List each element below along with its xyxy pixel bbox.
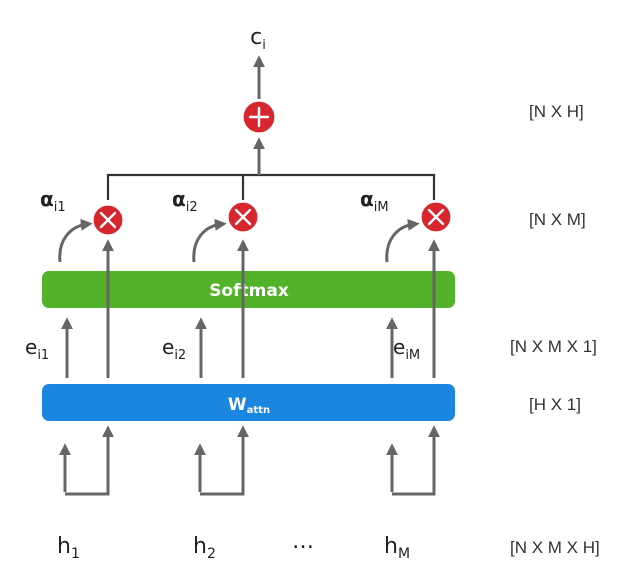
energy-label-1: ei1 (25, 335, 49, 363)
combine-wires (106, 55, 436, 200)
plus-node (242, 100, 276, 134)
input-label-M: hM (384, 534, 410, 562)
dim-label-wattn: [H X 1] (529, 395, 581, 414)
energy-label-2: ei2 (162, 335, 186, 363)
energy-label-M: eiM (393, 335, 420, 363)
input-arrows-col2 (192, 218, 249, 496)
multiply-node-M (420, 201, 452, 233)
softmax-box: Softmax (42, 271, 455, 308)
wattn-box: Wattn (42, 384, 455, 421)
multiply-node-2 (227, 201, 259, 233)
alpha-label-1: αi1 (40, 187, 66, 215)
input-label-1: h1 (57, 534, 80, 562)
multiply-node-1 (92, 204, 124, 236)
wattn-label: Wattn (228, 395, 270, 416)
alpha-label-M: αiM (360, 187, 389, 215)
alpha-label-2: αi2 (172, 187, 198, 215)
output-label: ci (250, 25, 266, 53)
input-label-2: h2 (193, 534, 216, 562)
softmax-label: Softmax (209, 281, 289, 301)
dim-label-alpha: [N X M] (529, 210, 586, 229)
input-arrows-col1 (58, 218, 114, 496)
ellipsis-label: … (292, 529, 314, 554)
dim-label-input: [N X M X H] (510, 538, 600, 557)
dim-label-output: [N X H] (529, 102, 584, 121)
input-arrows-colM (385, 218, 440, 496)
dim-label-energy: [N X M X 1] (510, 337, 597, 356)
